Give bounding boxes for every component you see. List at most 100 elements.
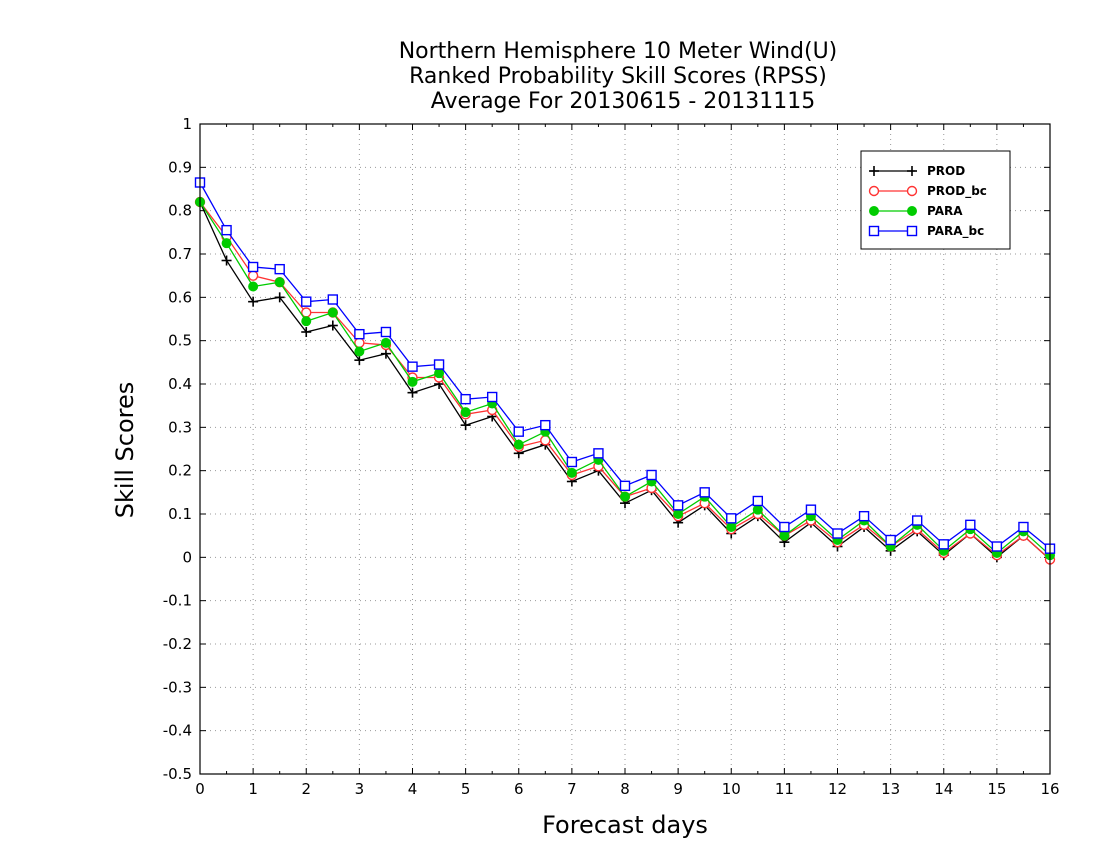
data-point	[327, 307, 338, 318]
legend-marker-end	[906, 225, 918, 237]
legend-marker-start	[868, 185, 880, 197]
x-tick-label: 7	[567, 780, 577, 798]
legend-item: PARA_bc	[868, 224, 984, 239]
data-point	[752, 495, 764, 507]
data-point	[221, 224, 232, 236]
data-point	[327, 320, 338, 331]
y-tick-label: 0.7	[168, 245, 192, 263]
data-point	[779, 521, 790, 533]
x-tick-label: 15	[987, 780, 1006, 798]
y-tick-label: 0.9	[168, 158, 192, 176]
legend-marker-end	[907, 166, 917, 176]
legend-item: PROD_bc	[868, 184, 987, 199]
y-axis-label: Skill Scores	[111, 382, 139, 519]
legend-marker-start	[869, 206, 879, 216]
data-point	[460, 420, 471, 431]
data-point	[380, 337, 391, 348]
data-point	[486, 391, 498, 403]
legend-label: PARA	[927, 204, 963, 218]
plot-frame	[199, 123, 1051, 775]
data-point	[619, 480, 631, 492]
chart-title-line-3: Average For 20130615 - 20131115	[431, 89, 816, 114]
data-point	[593, 448, 604, 459]
data-point	[885, 534, 896, 546]
chart-title-line-1: Northern Hemisphere 10 Meter Wind(U)	[399, 39, 838, 64]
x-tick-label: 13	[881, 780, 900, 798]
legend-label: PARA_bc	[927, 224, 984, 239]
data-point	[380, 326, 392, 338]
chart-title-line-2: Ranked Probability Skill Scores (RPSS)	[409, 64, 827, 89]
y-tick-label: 0.8	[168, 202, 192, 220]
data-point	[327, 294, 339, 305]
data-point	[699, 487, 710, 498]
legend-marker-start	[869, 166, 879, 176]
y-tick-label: -0.4	[163, 722, 192, 740]
x-tick-label: 16	[1040, 780, 1059, 798]
data-point	[566, 467, 577, 478]
y-tick-label: 1	[182, 115, 192, 133]
legend-item: PROD	[869, 164, 965, 178]
y-tick-label: 0.4	[168, 375, 192, 393]
data-point	[247, 261, 259, 273]
y-tick-label: 0.1	[168, 505, 192, 523]
data-point	[1018, 521, 1029, 533]
legend-marker-start	[868, 225, 880, 237]
x-tick-label: 8	[620, 780, 630, 798]
y-tick-label: 0.6	[168, 288, 192, 306]
data-point	[380, 348, 391, 359]
legend-marker-end	[906, 185, 918, 197]
data-point	[433, 359, 445, 370]
x-tick-label: 3	[355, 780, 365, 798]
data-point	[274, 277, 285, 288]
data-point	[301, 296, 312, 307]
axis-ticks: 0 1 2 3 4 5 6 7 8 9 10 11 12 13 14 15 16-0.5-0.4-0.3-0.2…	[163, 115, 1060, 798]
data-point	[248, 281, 259, 292]
x-axis-label: Forecast days	[542, 811, 708, 839]
data-point	[407, 376, 418, 387]
y-tick-label: -0.3	[163, 678, 192, 696]
data-point	[620, 491, 630, 502]
data-point	[540, 419, 551, 431]
data-point	[673, 509, 684, 519]
data-point	[301, 316, 312, 327]
data-point	[301, 327, 312, 337]
x-tick-label: 9	[673, 780, 683, 798]
grid-lines	[200, 124, 1050, 774]
data-point	[513, 426, 524, 437]
data-point	[274, 292, 285, 303]
data-point	[805, 504, 817, 515]
legend: PROD PROD_bc PARA PARA_bc	[860, 150, 1011, 250]
data-point	[726, 513, 737, 524]
data-point	[646, 469, 657, 481]
y-tick-label: 0.3	[168, 418, 192, 436]
data-point	[407, 361, 418, 372]
data-point	[221, 255, 232, 266]
y-tick-label: -0.2	[163, 635, 192, 653]
x-tick-label: 14	[934, 780, 953, 798]
x-tick-label: 6	[514, 780, 524, 798]
data-point	[434, 368, 445, 379]
data-point	[354, 346, 365, 357]
legend-item: PARA	[869, 204, 963, 218]
data-point	[726, 522, 737, 532]
x-tick-label: 12	[828, 780, 847, 798]
legend-marker-end	[907, 206, 917, 216]
data-point	[911, 515, 923, 526]
x-tick-label: 10	[722, 780, 741, 798]
x-tick-label: 4	[408, 780, 418, 798]
data-point	[832, 528, 843, 539]
data-point	[938, 539, 949, 550]
data-point	[965, 519, 976, 531]
legend-box	[860, 150, 1011, 250]
y-tick-label: 0.5	[168, 332, 192, 350]
data-point	[460, 393, 471, 405]
legend-label: PROD	[927, 164, 965, 178]
data-point	[672, 500, 684, 511]
y-tick-label: 0.2	[168, 462, 192, 480]
x-tick-label: 5	[461, 780, 471, 798]
data-point	[248, 296, 259, 307]
data-point	[991, 541, 1003, 552]
data-point	[247, 270, 259, 281]
y-tick-label: 0	[182, 548, 192, 566]
